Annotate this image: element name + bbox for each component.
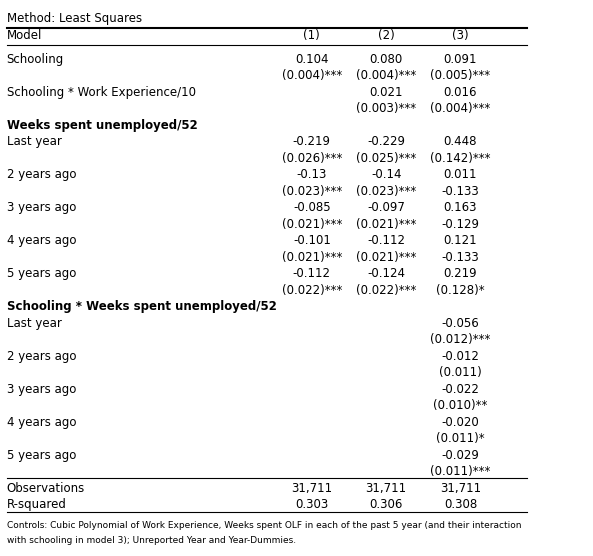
Text: 0.104: 0.104: [295, 53, 329, 66]
Text: 3 years ago: 3 years ago: [7, 383, 76, 396]
Text: with schooling in model 3); Unreported Year and Year-Dummies.: with schooling in model 3); Unreported Y…: [7, 536, 296, 545]
Text: (0.021)***: (0.021)***: [356, 251, 416, 264]
Text: -0.085: -0.085: [293, 201, 331, 215]
Text: 0.011: 0.011: [444, 168, 477, 181]
Text: 0.303: 0.303: [295, 498, 329, 512]
Text: Observations: Observations: [7, 482, 85, 495]
Text: -0.101: -0.101: [293, 235, 331, 247]
Text: -0.112: -0.112: [367, 235, 405, 247]
Text: (0.003)***: (0.003)***: [356, 102, 416, 116]
Text: 31,711: 31,711: [440, 482, 481, 495]
Text: (1): (1): [304, 29, 320, 42]
Text: 0.080: 0.080: [369, 53, 403, 66]
Text: 0.163: 0.163: [444, 201, 477, 215]
Text: (2): (2): [378, 29, 394, 42]
Text: -0.219: -0.219: [293, 136, 331, 148]
Text: -0.14: -0.14: [371, 168, 401, 181]
Text: -0.133: -0.133: [442, 251, 479, 264]
Text: 0.306: 0.306: [369, 498, 403, 512]
Text: 31,711: 31,711: [366, 482, 407, 495]
Text: (0.022)***: (0.022)***: [282, 284, 342, 297]
Text: -0.13: -0.13: [296, 168, 327, 181]
Text: 5 years ago: 5 years ago: [7, 449, 76, 462]
Text: -0.056: -0.056: [442, 317, 479, 330]
Text: (0.010)**: (0.010)**: [433, 399, 487, 413]
Text: (0.023)***: (0.023)***: [282, 185, 342, 198]
Text: -0.012: -0.012: [442, 350, 479, 363]
Text: (0.012)***: (0.012)***: [431, 334, 490, 346]
Text: 0.219: 0.219: [444, 267, 477, 280]
Text: (0.005)***: (0.005)***: [431, 70, 490, 82]
Text: (0.023)***: (0.023)***: [356, 185, 416, 198]
Text: (0.004)***: (0.004)***: [282, 70, 342, 82]
Text: 0.091: 0.091: [444, 53, 477, 66]
Text: (0.021)***: (0.021)***: [282, 218, 342, 231]
Text: (3): (3): [452, 29, 468, 42]
Text: -0.029: -0.029: [442, 449, 479, 462]
Text: (0.021)***: (0.021)***: [356, 218, 416, 231]
Text: -0.022: -0.022: [442, 383, 479, 396]
Text: (0.004)***: (0.004)***: [431, 102, 490, 116]
Text: Controls: Cubic Polynomial of Work Experience, Weeks spent OLF in each of the pa: Controls: Cubic Polynomial of Work Exper…: [7, 520, 521, 530]
Text: (0.142)***: (0.142)***: [430, 152, 490, 165]
Text: 0.121: 0.121: [444, 235, 477, 247]
Text: 5 years ago: 5 years ago: [7, 267, 76, 280]
Text: -0.133: -0.133: [442, 185, 479, 198]
Text: (0.011): (0.011): [439, 366, 482, 379]
Text: 4 years ago: 4 years ago: [7, 416, 76, 429]
Text: (0.021)***: (0.021)***: [282, 251, 342, 264]
Text: (0.025)***: (0.025)***: [356, 152, 416, 165]
Text: 0.016: 0.016: [444, 86, 477, 99]
Text: 0.448: 0.448: [444, 136, 477, 148]
Text: Schooling * Weeks spent unemployed/52: Schooling * Weeks spent unemployed/52: [7, 300, 276, 314]
Text: -0.129: -0.129: [441, 218, 480, 231]
Text: Weeks spent unemployed/52: Weeks spent unemployed/52: [7, 119, 197, 132]
Text: 31,711: 31,711: [291, 482, 333, 495]
Text: (0.128)*: (0.128)*: [436, 284, 484, 297]
Text: Method: Least Squares: Method: Least Squares: [7, 12, 142, 26]
Text: (0.011)***: (0.011)***: [431, 465, 490, 478]
Text: -0.097: -0.097: [367, 201, 405, 215]
Text: Schooling * Work Experience/10: Schooling * Work Experience/10: [7, 86, 196, 99]
Text: 2 years ago: 2 years ago: [7, 168, 76, 181]
Text: Last year: Last year: [7, 317, 62, 330]
Text: 4 years ago: 4 years ago: [7, 235, 76, 247]
Text: -0.112: -0.112: [293, 267, 331, 280]
Text: Model: Model: [7, 29, 42, 42]
Text: Last year: Last year: [7, 136, 62, 148]
Text: 0.308: 0.308: [444, 498, 477, 512]
Text: 2 years ago: 2 years ago: [7, 350, 76, 363]
Text: Schooling: Schooling: [7, 53, 64, 66]
Text: 3 years ago: 3 years ago: [7, 201, 76, 215]
Text: R-squared: R-squared: [7, 498, 66, 512]
Text: -0.124: -0.124: [367, 267, 405, 280]
Text: -0.020: -0.020: [442, 416, 479, 429]
Text: -0.229: -0.229: [367, 136, 405, 148]
Text: (0.011)*: (0.011)*: [436, 433, 484, 445]
Text: (0.022)***: (0.022)***: [356, 284, 416, 297]
Text: (0.026)***: (0.026)***: [282, 152, 342, 165]
Text: (0.004)***: (0.004)***: [356, 70, 416, 82]
Text: 0.021: 0.021: [369, 86, 403, 99]
